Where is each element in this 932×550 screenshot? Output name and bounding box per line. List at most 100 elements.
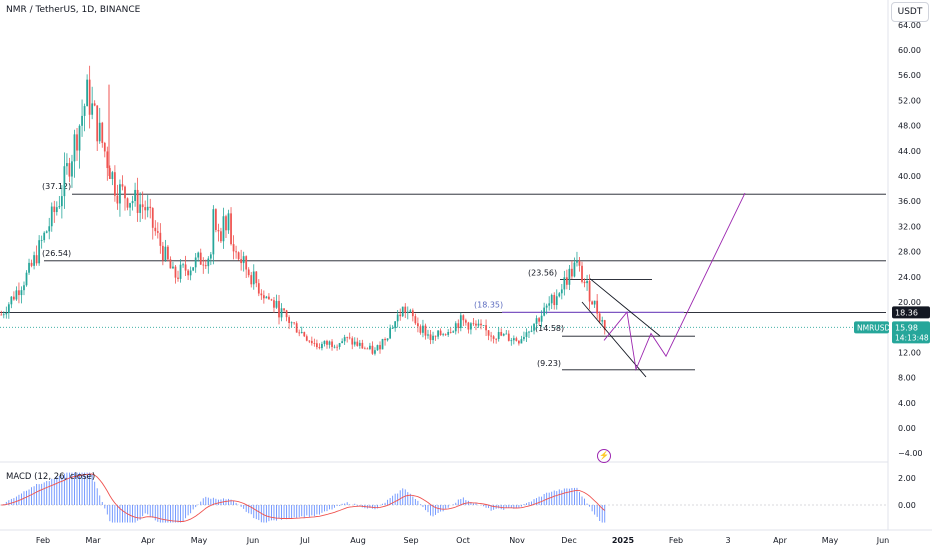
candle-body xyxy=(389,328,391,339)
candle-body xyxy=(361,342,364,349)
candle-body xyxy=(270,299,273,301)
candle-body xyxy=(525,332,528,337)
level-badge-bg xyxy=(892,306,930,319)
candle-body xyxy=(437,330,439,337)
y-tick-label: 36.00 xyxy=(898,197,921,206)
candle-body xyxy=(124,186,126,199)
candle-body xyxy=(593,300,596,305)
candle-body xyxy=(447,332,450,335)
candle-body xyxy=(439,330,442,336)
candle-body xyxy=(60,196,63,207)
candle-body xyxy=(91,103,94,115)
candle-body xyxy=(336,346,338,348)
candle-body xyxy=(502,334,505,336)
candle-body xyxy=(182,264,184,266)
candle-body xyxy=(333,346,336,348)
symbol-title: NMR / TetherUS, 1D, BINANCE xyxy=(6,5,141,15)
candle-body xyxy=(316,343,318,348)
candle-body xyxy=(459,315,462,329)
candle-body xyxy=(197,252,200,258)
lightning-icon[interactable]: ⚡ xyxy=(597,449,611,463)
candle-body xyxy=(45,231,48,233)
candle-body xyxy=(603,320,606,330)
candle-body xyxy=(323,340,326,344)
macd-signal-line xyxy=(1,473,605,522)
y-tick-label: 32.00 xyxy=(898,222,921,231)
candle-body xyxy=(348,337,351,339)
candle-body xyxy=(215,209,217,231)
candle-body xyxy=(510,340,513,342)
candle-body xyxy=(106,151,109,169)
candle-body xyxy=(237,252,240,260)
candle-body xyxy=(209,254,212,259)
candle-body xyxy=(571,268,573,277)
candle-body xyxy=(424,325,427,336)
candle-body xyxy=(116,195,119,204)
x-tick-label: Aug xyxy=(350,536,366,545)
candle-body xyxy=(444,334,447,336)
candle-body xyxy=(81,115,83,126)
projection-path xyxy=(603,192,746,372)
symbol-badge-bg xyxy=(854,321,889,334)
candle-body xyxy=(442,334,445,336)
candle-body xyxy=(156,231,159,233)
x-tick-label: Feb xyxy=(669,536,683,545)
candle-body xyxy=(379,345,381,350)
candle-body xyxy=(268,296,270,300)
candle-body xyxy=(406,311,409,313)
y-tick-label: 24.00 xyxy=(898,273,921,282)
candle-body xyxy=(18,290,20,296)
candle-body xyxy=(540,315,543,322)
candle-body xyxy=(545,305,548,308)
y-tick-label: 28.00 xyxy=(898,248,921,257)
candle-body xyxy=(371,345,374,354)
candle-body xyxy=(53,206,56,213)
candle-body xyxy=(108,168,111,179)
candle-body xyxy=(295,323,298,333)
candle-body xyxy=(40,240,43,241)
candle-body xyxy=(331,341,333,347)
y-tick-label: 40.00 xyxy=(898,172,921,181)
candle-body xyxy=(265,296,268,299)
candle-body xyxy=(187,270,189,276)
candle-body xyxy=(396,314,399,322)
candle-body xyxy=(374,350,376,354)
candle-body xyxy=(212,209,215,255)
macd-y-tick-label: 2.00 xyxy=(898,474,916,483)
candle-body xyxy=(381,338,384,350)
x-tick-label: Apr xyxy=(773,536,788,545)
candle-body xyxy=(500,332,503,336)
candle-body xyxy=(71,161,73,177)
candle-body xyxy=(487,330,490,336)
candle-body xyxy=(10,296,13,305)
candle-body xyxy=(449,332,452,333)
candle-body xyxy=(401,306,404,317)
x-tick-label: Oct xyxy=(456,536,470,545)
candle-body xyxy=(177,277,179,279)
candle-body xyxy=(2,314,5,316)
candle-body xyxy=(363,348,366,350)
y-tick-label: 0.00 xyxy=(898,424,916,433)
candle-body xyxy=(43,232,46,241)
candle-body xyxy=(495,338,498,340)
candle-body xyxy=(583,281,586,284)
candle-body xyxy=(58,206,61,208)
price-badge-label: 15.98 xyxy=(895,323,918,332)
candle-body xyxy=(121,184,124,187)
candle-body xyxy=(351,338,354,345)
annotation-label: (18.35) xyxy=(474,300,503,309)
candle-body xyxy=(146,206,149,211)
candle-body xyxy=(111,172,114,179)
candle-body xyxy=(119,184,121,204)
candle-body xyxy=(485,325,487,331)
candle-body xyxy=(262,295,265,299)
candle-body xyxy=(15,290,18,300)
macd-indicator-label: MACD (12, 26, close) xyxy=(6,472,96,482)
candle-body xyxy=(288,317,290,323)
candle-body xyxy=(194,257,197,268)
currency-button[interactable]: USDT xyxy=(891,2,929,22)
candle-body xyxy=(290,322,293,324)
candle-body xyxy=(144,207,147,211)
x-tick-label: Feb xyxy=(36,536,50,545)
candle-body xyxy=(154,227,157,232)
